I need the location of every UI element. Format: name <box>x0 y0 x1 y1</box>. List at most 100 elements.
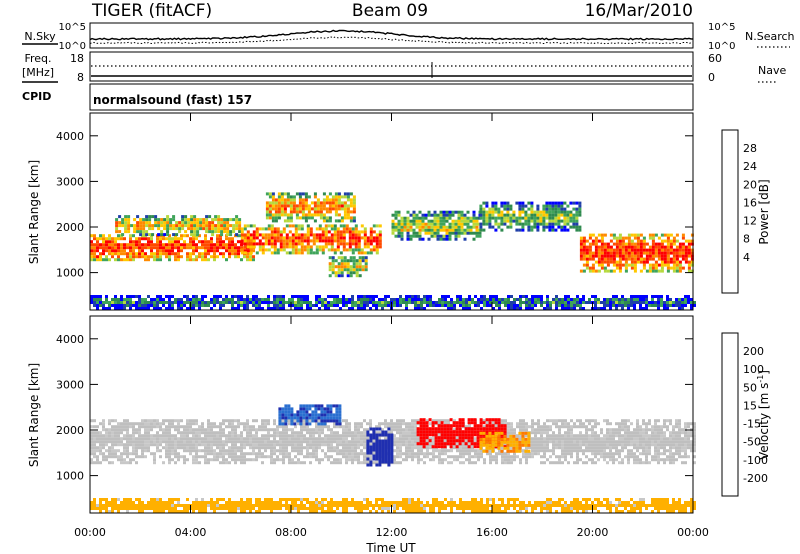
data-cell <box>168 295 171 298</box>
data-cell <box>612 233 616 237</box>
data-cell <box>246 242 250 246</box>
data-cell <box>96 449 99 453</box>
data-cell <box>237 249 240 253</box>
data-cell <box>639 298 642 301</box>
data-cell <box>231 434 234 438</box>
data-cell <box>304 219 308 223</box>
data-cell <box>240 301 243 304</box>
data-cell <box>533 225 537 229</box>
data-cell <box>399 449 402 453</box>
data-cell <box>594 307 597 310</box>
data-cell <box>159 422 162 426</box>
data-cell <box>289 219 293 223</box>
data-cell <box>231 301 234 304</box>
data-cell <box>261 443 264 447</box>
data-cell <box>297 434 300 438</box>
data-cell <box>108 455 111 459</box>
data-cell <box>210 425 213 429</box>
data-cell <box>621 446 624 450</box>
data-cell <box>214 224 218 228</box>
data-cell <box>199 221 203 225</box>
data-cell <box>552 419 555 423</box>
data-cell <box>345 298 348 301</box>
data-cell <box>132 304 135 307</box>
data-cell <box>135 443 138 447</box>
data-cell <box>451 210 455 214</box>
data-cell <box>147 437 150 441</box>
data-cell <box>336 437 339 441</box>
data-cell <box>258 443 261 447</box>
data-cell <box>588 440 591 444</box>
data-cell <box>561 419 564 423</box>
data-cell <box>249 245 253 249</box>
data-cell <box>153 301 156 304</box>
data-cell <box>270 301 273 304</box>
data-cell <box>513 431 516 435</box>
data-cell <box>352 216 356 220</box>
data-cell <box>627 449 630 453</box>
data-cell <box>346 198 350 202</box>
data-cell <box>489 295 492 298</box>
data-cell <box>534 449 537 453</box>
data-cell <box>417 307 420 310</box>
data-cell <box>576 419 579 423</box>
data-cell <box>489 298 492 301</box>
data-cell <box>210 452 213 456</box>
data-cell <box>90 425 93 429</box>
data-cell <box>117 237 120 241</box>
data-cell <box>354 452 357 456</box>
data-cell <box>213 298 216 301</box>
data-cell <box>217 221 221 225</box>
data-cell <box>369 307 372 310</box>
data-cell <box>477 455 480 459</box>
data-cell <box>184 218 188 222</box>
data-cell <box>558 461 561 465</box>
data-cell <box>105 246 108 250</box>
data-cell <box>150 304 153 307</box>
data-cell <box>543 431 546 435</box>
data-cell <box>174 255 177 259</box>
data-cell <box>313 201 317 205</box>
data-cell <box>651 301 654 304</box>
data-cell <box>603 434 606 438</box>
data-cell <box>159 428 162 432</box>
data-cell <box>186 243 189 247</box>
data-cell <box>318 443 321 447</box>
data-cell <box>201 431 204 435</box>
data-cell <box>442 225 446 229</box>
data-cell <box>105 307 108 310</box>
data-cell <box>400 234 404 238</box>
data-cell <box>288 245 292 249</box>
data-cell <box>232 227 236 231</box>
data-cell <box>352 256 356 260</box>
data-cell <box>618 422 621 426</box>
data-cell <box>411 458 414 462</box>
data-cell <box>594 422 597 426</box>
data-cell <box>312 239 316 243</box>
data-cell <box>96 255 99 259</box>
data-cell <box>603 307 606 310</box>
data-cell <box>384 425 387 429</box>
data-cell <box>162 428 165 432</box>
colorbar-tick-label: 12 <box>743 215 757 228</box>
data-cell <box>271 216 275 220</box>
data-cell <box>606 242 610 246</box>
data-cell <box>609 449 612 453</box>
data-cell <box>330 437 333 441</box>
data-cell <box>675 269 679 273</box>
data-cell <box>563 225 567 229</box>
data-cell <box>612 248 616 252</box>
data-cell <box>297 248 301 252</box>
data-cell <box>417 301 420 304</box>
data-cell <box>588 251 592 255</box>
data-cell <box>201 455 204 459</box>
data-cell <box>588 458 591 462</box>
data-cell <box>222 449 225 453</box>
data-cell <box>315 239 319 243</box>
data-cell <box>348 307 351 310</box>
data-cell <box>282 419 285 423</box>
data-cell <box>468 425 471 429</box>
data-cell <box>424 213 428 217</box>
data-cell <box>135 295 138 298</box>
data-cell <box>189 252 192 256</box>
